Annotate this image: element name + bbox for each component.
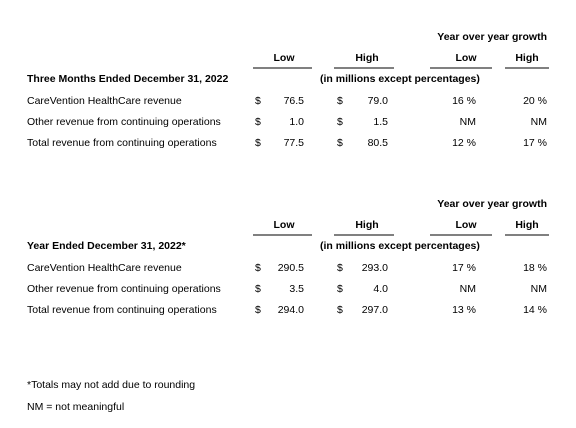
low-value: 1.0	[289, 116, 304, 128]
column-header: High	[355, 219, 378, 231]
column-header: Low	[274, 52, 296, 64]
growth-high: 20 %	[523, 95, 547, 107]
growth-low: 12 %	[452, 137, 476, 149]
footnote: NM = not meaningful	[27, 401, 124, 413]
currency: $	[255, 137, 261, 149]
high-value: 1.5	[373, 116, 388, 128]
low-value: 290.5	[278, 262, 304, 274]
low-value: 77.5	[284, 137, 305, 149]
column-header: Low	[274, 219, 296, 231]
low-value: 76.5	[284, 95, 305, 107]
currency: $	[337, 304, 343, 316]
high-value: 293.0	[362, 262, 388, 274]
growth-low: 16 %	[452, 95, 476, 107]
currency: $	[337, 262, 343, 274]
currency: $	[255, 304, 261, 316]
growth-low: NM	[460, 116, 476, 128]
growth-header: Year over year growth	[437, 198, 547, 210]
column-header: Low	[456, 219, 478, 231]
column-header: High	[515, 219, 538, 231]
period-label: Three Months Ended December 31, 2022	[27, 73, 228, 85]
growth-low: NM	[460, 283, 476, 295]
units-label: (in millions except percentages)	[320, 73, 480, 85]
growth-low: 13 %	[452, 304, 476, 316]
currency: $	[255, 116, 261, 128]
column-header: High	[515, 52, 538, 64]
currency: $	[337, 116, 343, 128]
currency: $	[337, 95, 343, 107]
high-value: 4.0	[373, 283, 388, 295]
high-value: 80.5	[368, 137, 389, 149]
growth-high: 14 %	[523, 304, 547, 316]
currency: $	[255, 283, 261, 295]
period-label: Year Ended December 31, 2022*	[27, 240, 187, 252]
growth-header: Year over year growth	[437, 31, 547, 43]
column-header: High	[355, 52, 378, 64]
footnote: *Totals may not add due to rounding	[27, 379, 195, 391]
row-label: CareVention HealthCare revenue	[27, 95, 182, 107]
currency: $	[337, 283, 343, 295]
units-label: (in millions except percentages)	[320, 240, 480, 252]
growth-low: 17 %	[452, 262, 476, 274]
growth-high: NM	[531, 283, 547, 295]
growth-high: 17 %	[523, 137, 547, 149]
high-value: 297.0	[362, 304, 388, 316]
row-label: Other revenue from continuing operations	[27, 116, 221, 128]
low-value: 294.0	[278, 304, 304, 316]
row-label: Total revenue from continuing operations	[27, 304, 217, 316]
growth-high: 18 %	[523, 262, 547, 274]
currency: $	[255, 95, 261, 107]
high-value: 79.0	[368, 95, 389, 107]
row-label: Other revenue from continuing operations	[27, 283, 221, 295]
low-value: 3.5	[289, 283, 304, 295]
currency: $	[255, 262, 261, 274]
row-label: Total revenue from continuing operations	[27, 137, 217, 149]
growth-high: NM	[531, 116, 547, 128]
currency: $	[337, 137, 343, 149]
row-label: CareVention HealthCare revenue	[27, 262, 182, 274]
column-header: Low	[456, 52, 478, 64]
